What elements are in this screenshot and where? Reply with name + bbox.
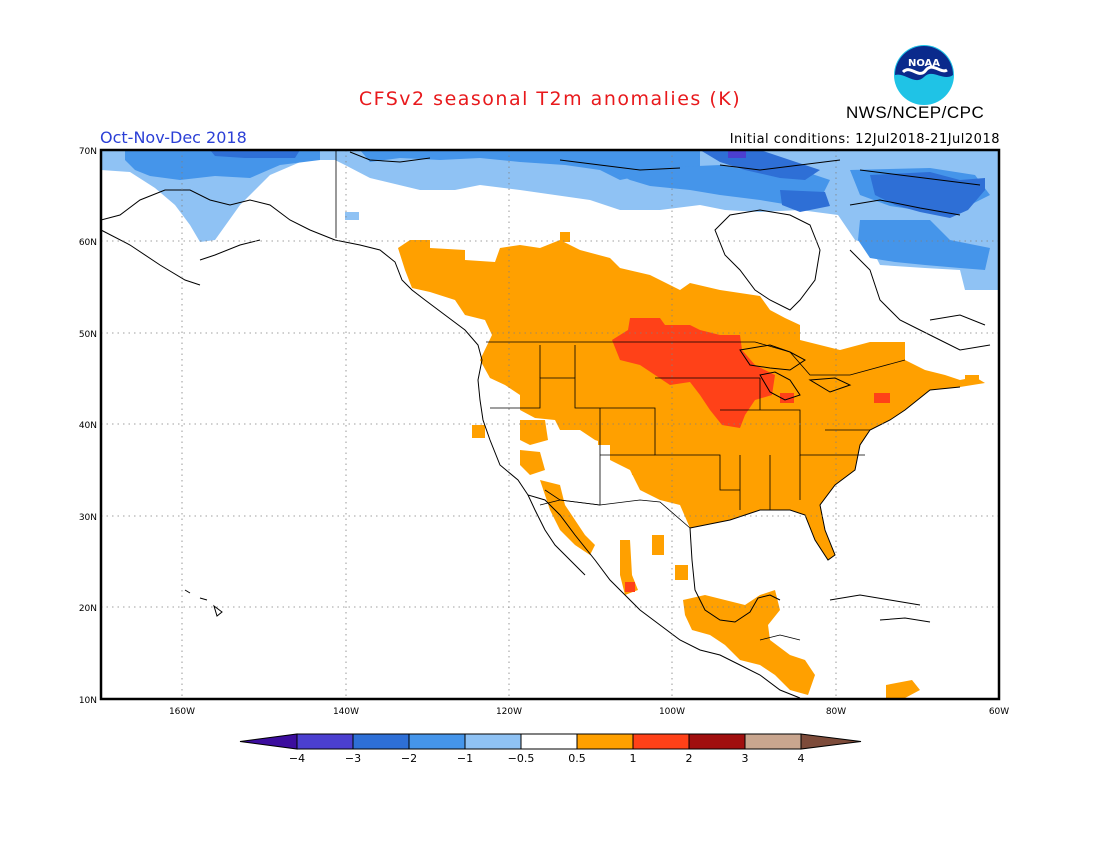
lat-label: 30N xyxy=(79,513,97,523)
colorbar-label: −4 xyxy=(289,752,305,765)
lon-label: 80W xyxy=(826,707,846,717)
colorbar-label: −1 xyxy=(457,752,473,765)
lat-label: 40N xyxy=(79,421,97,431)
colorbar-segment xyxy=(520,733,578,750)
colorbar-label: 1 xyxy=(630,752,637,765)
lon-label: 160W xyxy=(169,707,195,717)
cold-anomaly-medium xyxy=(125,150,990,270)
lat-label: 50N xyxy=(79,330,97,340)
logo-text: NOAA xyxy=(908,58,940,69)
colorbar-label: 2 xyxy=(686,752,693,765)
colorbar-segment xyxy=(632,733,690,750)
warm-anomaly-red xyxy=(612,318,890,592)
colorbar-left-arrow xyxy=(239,733,298,750)
map-frame xyxy=(99,148,1001,701)
season-label: Oct-Nov-Dec 2018 xyxy=(100,128,247,147)
colorbar-label: 4 xyxy=(798,752,805,765)
cold-anomaly-darkest xyxy=(728,150,746,158)
colorbar-label: −2 xyxy=(401,752,417,765)
colorbar-segment xyxy=(744,733,802,750)
lon-label: 140W xyxy=(333,707,359,717)
lat-label: 60N xyxy=(79,238,97,248)
agency-label: NWS/NCEP/CPC xyxy=(846,103,985,122)
warm-anomaly-orange xyxy=(398,232,985,698)
lon-label: 100W xyxy=(659,707,685,717)
noaa-logo: NOAA xyxy=(893,44,955,106)
cold-anomaly-dark xyxy=(210,150,985,218)
graticule xyxy=(101,150,999,699)
lon-label: 120W xyxy=(496,707,522,717)
colorbar-segment xyxy=(464,733,522,750)
colorbar-segment xyxy=(408,733,466,750)
colorbar-segment xyxy=(352,733,410,750)
map-title: CFSv2 seasonal T2m anomalies (K) xyxy=(358,88,742,110)
political-borders xyxy=(335,150,906,641)
colorbar-label: 3 xyxy=(742,752,749,765)
longitude-labels: 160W 140W 120W 100W 80W 60W xyxy=(169,707,1009,717)
colorbar: −4 −3 −2 −1 −0.5 0.5 1 2 3 4 xyxy=(239,733,862,765)
coastlines xyxy=(101,151,991,699)
lat-label: 10N xyxy=(79,696,97,706)
lat-label: 20N xyxy=(79,604,97,614)
colorbar-label: −3 xyxy=(345,752,361,765)
colorbar-segment xyxy=(688,733,746,750)
lat-label: 70N xyxy=(79,147,97,157)
cold-anomaly-light xyxy=(101,150,999,290)
colorbar-segment xyxy=(296,733,354,750)
latitude-labels: 70N 60N 50N 40N 30N 20N 10N xyxy=(79,147,97,706)
colorbar-right-arrow xyxy=(800,733,862,750)
lon-label: 60W xyxy=(989,707,1009,717)
colorbar-label: 0.5 xyxy=(568,752,586,765)
colorbar-segment xyxy=(576,733,634,750)
initial-conditions-label: Initial conditions: 12Jul2018-21Jul2018 xyxy=(729,132,1000,147)
colorbar-label: −0.5 xyxy=(508,752,535,765)
